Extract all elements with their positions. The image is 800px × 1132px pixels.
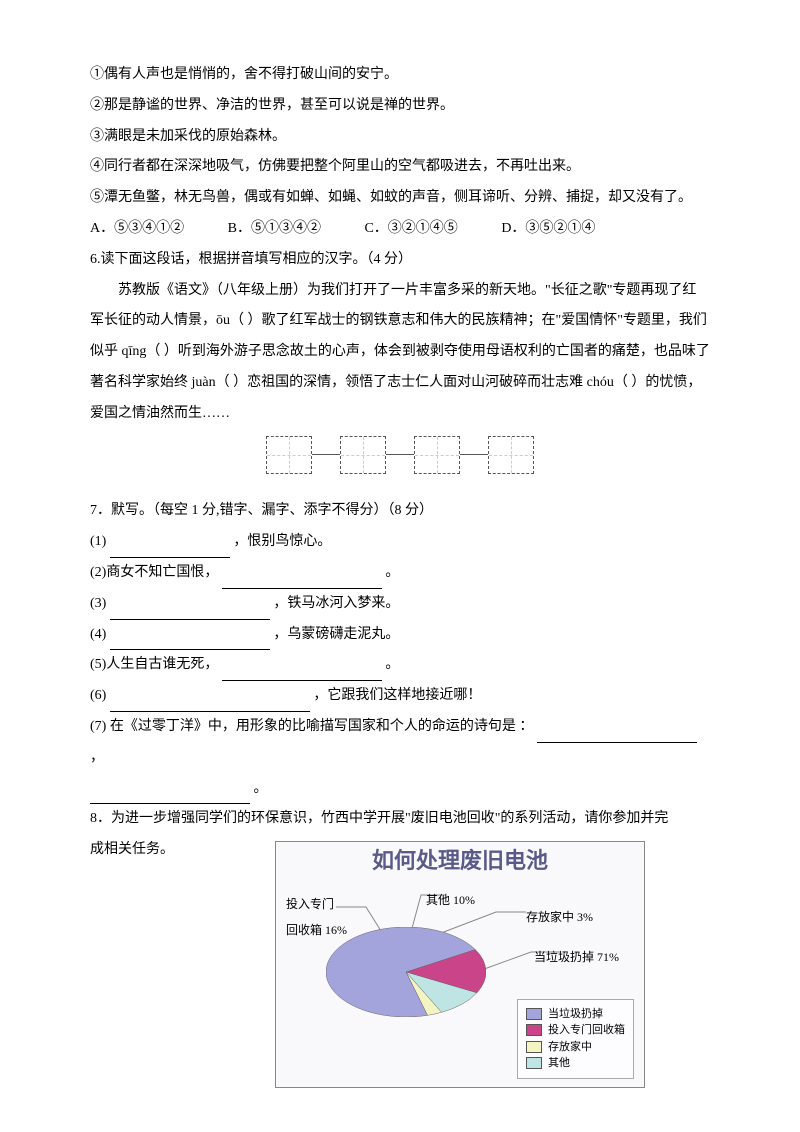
legend-swatch (526, 1057, 542, 1069)
answer-boxes (90, 436, 710, 487)
char-box-1[interactable] (266, 436, 312, 474)
blank-field[interactable] (222, 571, 382, 589)
q7-item-2: (2)商女不知亡国恨， 。 (90, 558, 710, 589)
blank-field[interactable] (222, 663, 382, 681)
q7-1-prefix: (1) (90, 534, 110, 549)
q7-2-prefix: (2)商女不知亡国恨， (90, 565, 218, 580)
q8-text-b: 成相关任务。 (90, 835, 210, 866)
legend-label: 当垃圾扔掉 (548, 1006, 603, 1023)
box-link (312, 454, 340, 455)
q5-options: A．⑤③④①② B．⑤①③④② C．③②①④⑤ D．③⑤②①④ (90, 214, 710, 245)
option-b[interactable]: B．⑤①③④② (228, 214, 321, 245)
blank-field[interactable] (110, 633, 270, 651)
pie-chart: 如何处理废旧电池 投入专门 (275, 841, 645, 1087)
sentence-5: ⑤潭无鱼鳖，林无鸟兽，偶或有如蝉、如蝇、如蚊的声音，侧耳谛听、分辨、捕捉，却又没… (90, 183, 710, 214)
legend-label: 投入专门回收箱 (548, 1022, 625, 1039)
chart-title: 如何处理废旧电池 (276, 842, 644, 876)
exam-page: ①偶有人声也是悄悄的，舍不得打破山间的安宁。 ②那是静谧的世界、净洁的世界，甚至… (0, 0, 800, 1128)
q7-2-suffix: 。 (385, 565, 399, 580)
q7-3-suffix: ，铁马冰河入梦来。 (273, 596, 399, 611)
legend-swatch (526, 1008, 542, 1020)
char-box-3[interactable] (414, 436, 460, 474)
legend-label: 其他 (548, 1055, 570, 1072)
blank-field[interactable] (110, 602, 270, 620)
blank-field[interactable] (110, 694, 310, 712)
blank-field[interactable] (90, 787, 250, 805)
q7-4-suffix: ，乌蒙磅礴走泥丸。 (273, 627, 399, 642)
callout-recycle: 投入专门 回收箱 16% (286, 891, 347, 944)
char-box-2[interactable] (340, 436, 386, 474)
q7-item-3: (3) ，铁马冰河入梦来。 (90, 589, 710, 620)
legend-item: 当垃圾扔掉 (526, 1006, 625, 1023)
q7-item-1: (1) ，恨别鸟惊心。 (90, 527, 710, 558)
q7-item-4: (4) ，乌蒙磅礴走泥丸。 (90, 620, 710, 651)
q7-item-7: (7) 在《过零丁洋》中，用形象的比喻描写国家和个人的命运的诗句是 ： ， (90, 712, 710, 774)
q7-item-7b: 。 (90, 774, 710, 805)
q7-6-suffix: ，它跟我们这样地接近哪！ (313, 688, 481, 703)
q7-title: 7．默写。（每空 1 分,错字、漏字、添字不得分）（8 分） (90, 496, 710, 527)
legend-item: 其他 (526, 1055, 625, 1072)
q7-7-suffix: 。 (254, 781, 268, 796)
q7-7-mid: ， (90, 750, 104, 765)
pie-3d (326, 927, 486, 1037)
q7-5-suffix: 。 (385, 657, 399, 672)
legend-swatch (526, 1041, 542, 1053)
callout-recycle-a: 投入专门 (286, 891, 347, 917)
q6-passage: 苏教版《语文》（八年级上册）为我们打开了一片丰富多采的新天地。"长征之歌"专题再… (90, 276, 710, 430)
legend-label: 存放家中 (548, 1039, 592, 1056)
legend-item: 存放家中 (526, 1039, 625, 1056)
callout-discard: 当垃圾扔掉 71% (534, 944, 619, 970)
chart-body: 投入专门 回收箱 16% 其他 10% 存放家中 3% 当垃圾扔掉 71% 当垃… (276, 877, 644, 1087)
q7-item-6: (6) ，它跟我们这样地接近哪！ (90, 681, 710, 712)
sentence-2: ②那是静谧的世界、净洁的世界，甚至可以说是禅的世界。 (90, 91, 710, 122)
sentence-4: ④同行者都在深深地吸气，仿佛要把整个阿里山的空气都吸进去，不再吐出来。 (90, 152, 710, 183)
q8-text-a: 8．为进一步增强同学们的环保意识，竹西中学开展"废旧电池回收"的系列活动，请你参… (90, 804, 710, 835)
q7-4-prefix: (4) (90, 627, 106, 642)
q7-7-prefix: (7) 在《过零丁洋》中，用形象的比喻描写国家和个人的命运的诗句是 ： (90, 719, 533, 734)
box-link (460, 454, 488, 455)
sentence-1: ①偶有人声也是悄悄的，舍不得打破山间的安宁。 (90, 60, 710, 91)
legend-item: 投入专门回收箱 (526, 1022, 625, 1039)
sentence-3: ③满眼是未加采伐的原始森林。 (90, 122, 710, 153)
q7-1-suffix: ，恨别鸟惊心。 (233, 534, 331, 549)
q6-title: 6.读下面这段话，根据拼音填写相应的汉字。（4 分） (90, 245, 710, 276)
pie-top (326, 927, 486, 1017)
callout-home: 存放家中 3% (526, 904, 593, 930)
legend-swatch (526, 1024, 542, 1036)
q7-6-prefix: (6) (90, 688, 106, 703)
blank-field[interactable] (110, 540, 230, 558)
chart-legend: 当垃圾扔掉投入专门回收箱存放家中其他 (517, 999, 634, 1079)
option-d[interactable]: D．③⑤②①④ (501, 214, 595, 245)
box-link (386, 454, 414, 455)
q7-item-5: (5)人生自古谁无死， 。 (90, 650, 710, 681)
q7-5-prefix: (5)人生自古谁无死， (90, 657, 218, 672)
option-a[interactable]: A．⑤③④①② (90, 214, 184, 245)
option-c[interactable]: C．③②①④⑤ (364, 214, 457, 245)
callout-other: 其他 10% (426, 887, 475, 913)
char-box-4[interactable] (488, 436, 534, 474)
q7-3-prefix: (3) (90, 596, 106, 611)
blank-field[interactable] (537, 725, 697, 743)
callout-recycle-b: 回收箱 16% (286, 917, 347, 943)
